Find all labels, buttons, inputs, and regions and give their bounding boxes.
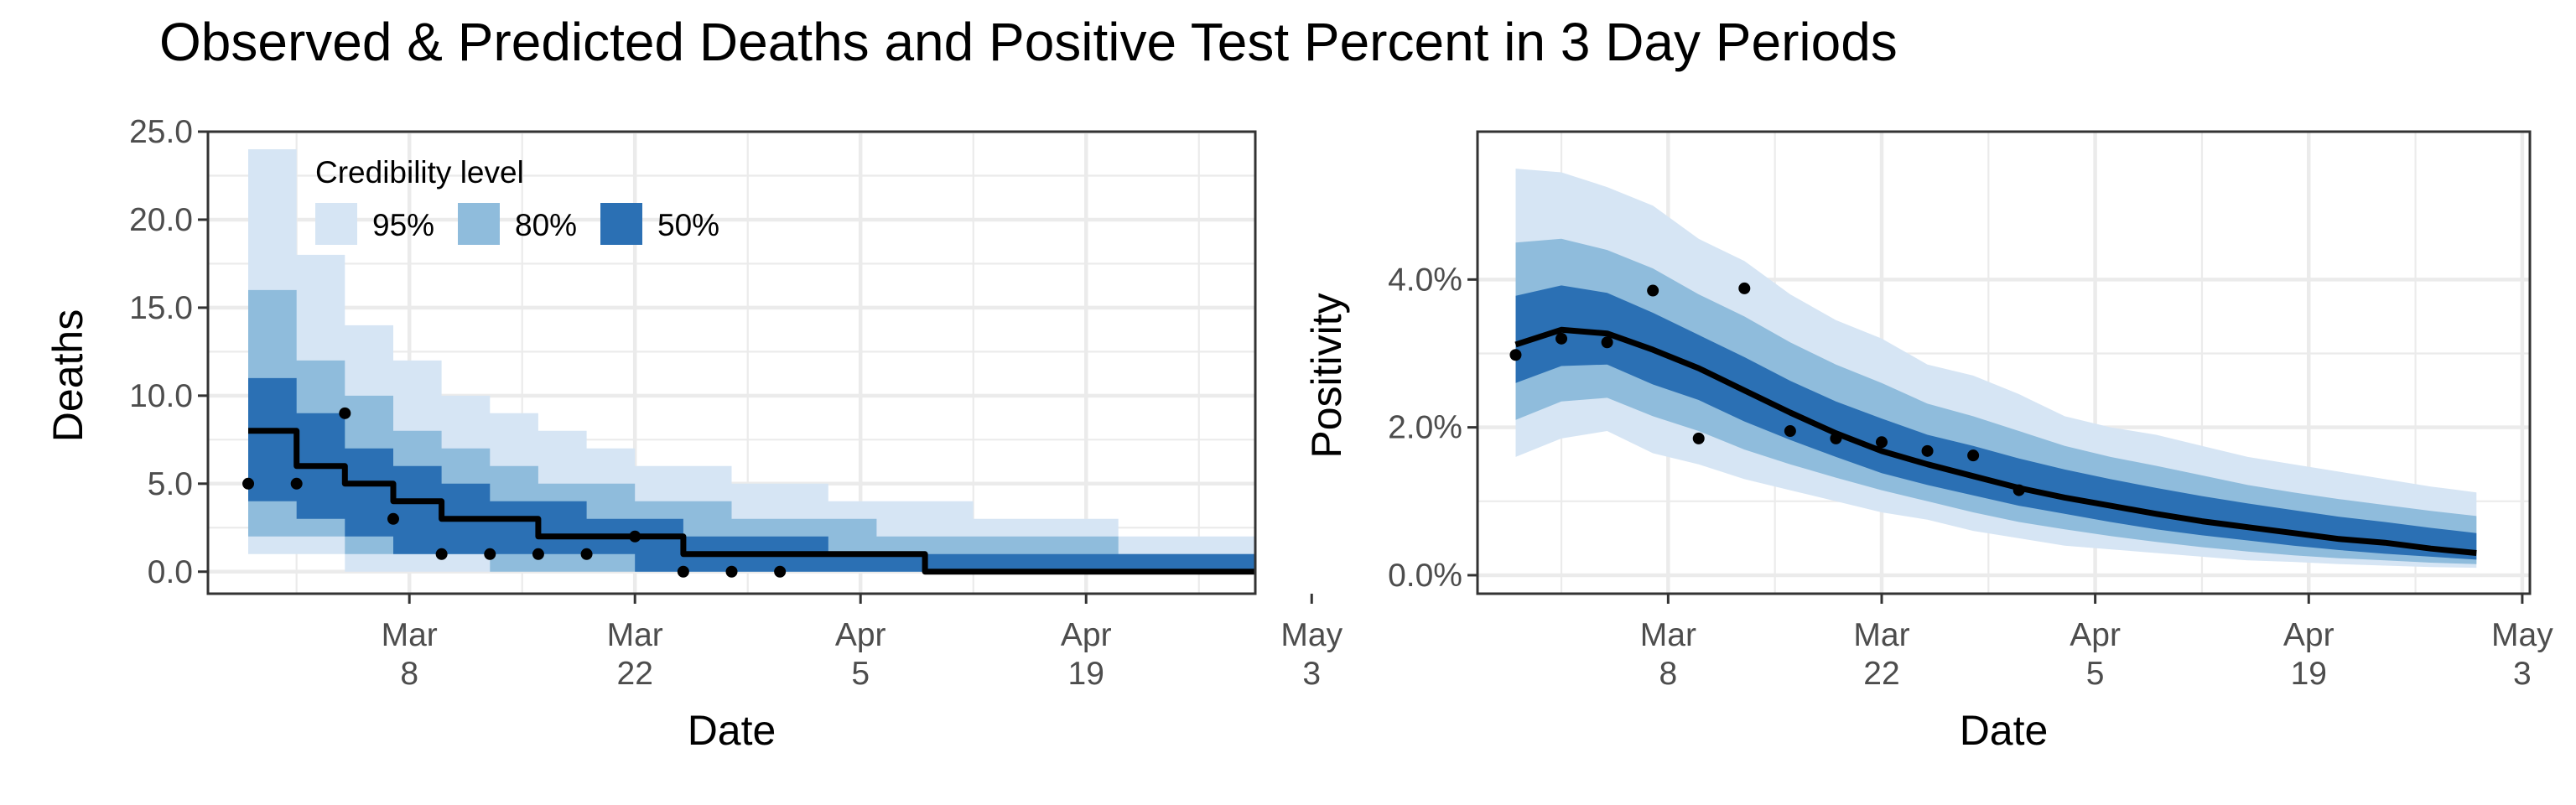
legend-swatch-95	[315, 203, 357, 245]
x-tick-label-month: Apr	[1061, 617, 1112, 653]
y-tick-label: 4.0%	[1388, 262, 1462, 298]
band-50	[1515, 285, 2477, 560]
x-tick-label-day: 5	[2086, 656, 2105, 692]
observed-point	[677, 565, 689, 578]
legend-swatch-50	[600, 203, 642, 245]
observed-point	[387, 512, 399, 525]
observed-point	[1738, 282, 1751, 294]
legend-title: Credibility level	[315, 155, 524, 190]
observed-point	[532, 548, 544, 560]
y-tick-label: 25.0	[129, 114, 193, 150]
observed-point	[435, 548, 448, 560]
observed-points	[242, 407, 787, 578]
observed-point	[2012, 484, 2025, 496]
x-tick-label-month: Mar	[607, 617, 663, 653]
credibility-bands	[1514, 169, 2477, 569]
observed-point	[484, 548, 496, 560]
x-tick-label-day: 5	[851, 656, 870, 692]
panel-border	[206, 130, 1257, 595]
observed-point	[629, 530, 641, 543]
legend-swatch-80	[458, 203, 500, 245]
observed-point	[1967, 449, 1980, 462]
observed-point	[1784, 425, 1796, 438]
x-tick-label-month: Mar	[382, 617, 438, 653]
x-tick-label-month: Apr	[2283, 617, 2334, 653]
positivity-panel: 0.0%2.0%4.0%Mar8Mar22Apr5Apr19May3DatePo…	[1303, 130, 2553, 754]
x-axis-title: Date	[688, 707, 776, 754]
x-tick-label-month: Apr	[2070, 617, 2121, 653]
credibility-bands	[248, 149, 1255, 575]
observed-point	[1647, 284, 1659, 297]
observed-points	[1509, 282, 2025, 496]
x-axis-title: Date	[1960, 707, 2049, 754]
median-line	[248, 428, 1255, 575]
x-tick-label-month: Mar	[1640, 617, 1696, 653]
band-80	[1515, 238, 2477, 564]
y-tick-label: 15.0	[129, 290, 193, 326]
deaths-panel: 0.05.010.015.020.025.0Mar8Mar22Apr5Apr19…	[44, 114, 1343, 754]
x-tick-label-day: 3	[2513, 656, 2532, 692]
y-tick-label: 2.0%	[1388, 410, 1462, 446]
legend-label-80: 80%	[515, 208, 577, 242]
observed-point	[774, 565, 787, 578]
x-tick-label-day: 3	[1302, 656, 1321, 692]
x-tick-label-month: Apr	[835, 617, 886, 653]
observed-point	[1875, 436, 1888, 449]
observed-point	[1555, 332, 1568, 345]
x-tick-label-day: 22	[617, 656, 653, 692]
y-axis-title: Positivity	[1303, 293, 1350, 458]
y-tick-label: 10.0	[129, 378, 193, 414]
observed-point	[242, 477, 255, 490]
observed-point	[725, 565, 738, 578]
y-tick-label: 5.0	[148, 466, 193, 502]
y-axis-title: Deaths	[44, 309, 91, 442]
x-tick-label-day: 22	[1863, 656, 1899, 692]
x-tick-label-day: 8	[400, 656, 418, 692]
observed-point	[339, 407, 351, 419]
y-tick-label: 0.0%	[1388, 558, 1462, 594]
panel-border	[1476, 130, 2532, 595]
observed-point	[1830, 432, 1842, 444]
observed-point	[1692, 432, 1705, 444]
y-tick-label: 0.0	[148, 554, 193, 590]
band-50	[248, 377, 1255, 572]
x-tick-label-month: Mar	[1853, 617, 1909, 653]
observed-point	[580, 548, 593, 560]
median-line	[1514, 326, 2477, 556]
x-tick-label-month: May	[2491, 617, 2553, 653]
legend-label-50: 50%	[657, 208, 719, 242]
y-tick-label: 20.0	[129, 202, 193, 238]
figure-title: Observed & Predicted Deaths and Positive…	[159, 12, 1898, 72]
observed-point	[1509, 349, 1522, 361]
legend-items: 95% 80% 50%	[315, 203, 719, 245]
band-95	[1515, 169, 2477, 569]
x-tick-label-day: 19	[1068, 656, 1104, 692]
observed-point	[1601, 336, 1613, 349]
legend: Credibility level 95% 80% 50%	[315, 155, 719, 245]
x-tick-label-month: May	[1280, 617, 1343, 653]
x-tick-label-day: 19	[2291, 656, 2327, 692]
observed-point	[290, 477, 303, 490]
x-tick-label-day: 8	[1659, 656, 1678, 692]
legend-label-95: 95%	[372, 208, 434, 242]
observed-point	[1921, 444, 1934, 457]
